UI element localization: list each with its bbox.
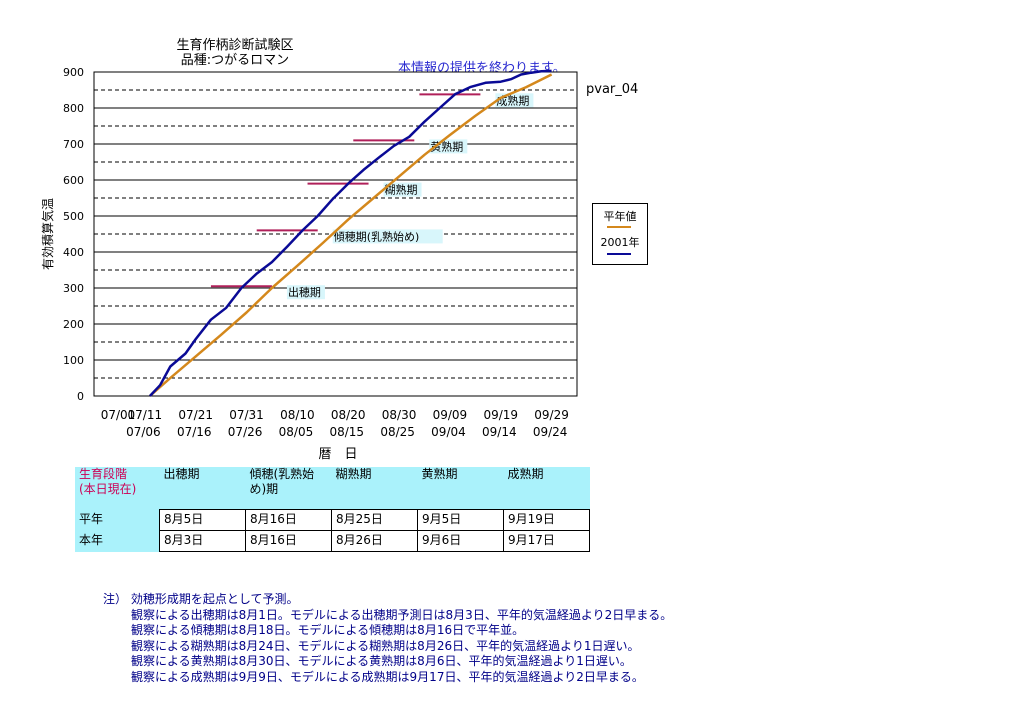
- x-tick-label: 07/21: [178, 408, 213, 422]
- note-line: 注） 効穂形成期を起点として予測。: [103, 592, 672, 608]
- corner-line2: (本日現在): [79, 482, 137, 496]
- header-ripening-onset: 傾穂(乳熟始め)期: [245, 467, 332, 510]
- chart: 生育作柄診断試験区 品種:つがるロマン 本情報の提供を終わります。 pvar_0…: [40, 37, 638, 462]
- header-heading: 出穂期: [159, 467, 246, 510]
- table-cell: 9月19日: [503, 509, 590, 531]
- note-line-2: 観察による出穂期は8月1日。モデルによる出穂期予測日は8月3日、平年的気温経過よ…: [131, 607, 673, 622]
- header-maturity: 成熟期: [503, 467, 590, 510]
- note-head: 注）: [103, 592, 128, 606]
- stage-table: 生育段階 (本日現在) 出穂期 傾穂(乳熟始め)期 糊熟期 黄熟期 成熟期 平年…: [75, 467, 590, 552]
- stage-marker-label: 成熟期: [496, 93, 529, 107]
- row-label-current: 本年: [75, 530, 160, 552]
- y-tick-label: 700: [63, 138, 84, 151]
- stage-table-corner: 生育段階 (本日現在): [75, 467, 160, 510]
- y-tick-label: 400: [63, 246, 84, 259]
- row-label-normal: 平年: [75, 509, 160, 531]
- x-tick-label: 08/05: [279, 425, 314, 439]
- y-tick-label: 500: [63, 210, 84, 223]
- note-line-5: 観察による黄熟期は8月30日、モデルによる黄熟期は8月6日、平年的気温経過より1…: [131, 654, 632, 668]
- table-cell: 9月17日: [503, 530, 590, 552]
- header-yellow-ripe: 黄熟期: [417, 467, 504, 510]
- series-line-2001: [148, 69, 552, 397]
- stage-marker-label: 傾穂期(乳熟始め): [334, 229, 420, 243]
- table-cell: 8月16日: [245, 509, 332, 531]
- y-tick-label: 800: [63, 102, 84, 115]
- table-cell: 8月3日: [159, 530, 246, 552]
- x-tick-label: 09/09: [433, 408, 468, 422]
- y-tick-label: 900: [63, 66, 84, 79]
- stage-marker-label: 出穂期: [288, 285, 321, 299]
- x-tick-label: 08/30: [382, 408, 417, 422]
- series: [148, 69, 553, 397]
- x-tick-label: 09/04: [431, 425, 466, 439]
- x-tick-label: 09/29: [534, 408, 569, 422]
- legend-swatch-normal: [607, 226, 631, 228]
- notes: 注） 効穂形成期を起点として予測。 観察による出穂期は8月1日。モデルによる出穂…: [103, 592, 672, 685]
- note-line-1: 効穂形成期を起点として予測。: [130, 592, 299, 606]
- x-axis-label: 暦 日: [318, 447, 357, 462]
- x-tick-label: 07/31: [229, 408, 264, 422]
- x-tick-label: 08/10: [280, 408, 315, 422]
- x-tick-label: 07/16: [177, 425, 212, 439]
- header-dough: 糊熟期: [331, 467, 418, 510]
- table-cell: 9月6日: [417, 530, 504, 552]
- chart-title-line1: 生育作柄診断試験区: [176, 37, 293, 53]
- series-line-normal: [149, 73, 553, 397]
- stage-marker-label-bg: [286, 285, 325, 300]
- note-line-3: 観察による傾穂期は8月18日。モデルによる傾穂期は8月16日で平年並。: [131, 623, 525, 637]
- legend-swatch-current: [607, 253, 631, 255]
- legend-label-normal: 平年値: [603, 210, 637, 223]
- x-tick-label: 07/11: [128, 408, 163, 422]
- y-tick-label: 300: [63, 282, 84, 295]
- stage-marker-label-bg: [383, 182, 422, 197]
- stage-marker-label: 糊熟期: [385, 183, 418, 197]
- corner-line1: 生育段階: [79, 467, 128, 481]
- stage-marker-label-bg: [332, 229, 443, 244]
- legend-label-current: 2001年: [600, 236, 640, 249]
- x-tick-label: 07/26: [228, 425, 263, 439]
- note-line-6: 観察による成熟期は9月9日、モデルによる成熟期は9月17日、平年的気温経過より2…: [131, 669, 644, 684]
- table-cell: 8月25日: [331, 509, 418, 531]
- table-cell: 9月5日: [417, 509, 504, 531]
- chart-title-line2: 品種:つがるロマン: [181, 52, 289, 68]
- x-tick-label: 09/14: [482, 425, 517, 439]
- y-tick-label: 0: [77, 390, 84, 403]
- legend: 平年値 2001年: [592, 203, 648, 265]
- y-tick-label: 200: [63, 318, 84, 331]
- x-tick-label: 07/01: [101, 408, 136, 422]
- table-cell: 8月26日: [331, 530, 418, 552]
- x-tick-label: 08/20: [331, 408, 366, 422]
- table-cell: 8月16日: [245, 530, 332, 552]
- note-line-4: 観察による糊熟期は8月24日、モデルによる糊熟期は8月26日、平年的気温経過より…: [131, 638, 640, 653]
- x-tick-label: 07/06: [126, 425, 161, 439]
- x-tick-label: 08/25: [380, 425, 415, 439]
- x-tick-label: 09/19: [483, 408, 518, 422]
- y-axis-label: 有効積算気温: [40, 198, 55, 270]
- x-tick-label: 09/24: [533, 425, 568, 439]
- table-cell: 8月5日: [159, 509, 246, 531]
- reference-label: pvar_04: [586, 82, 638, 97]
- y-tick-label: 100: [63, 354, 84, 367]
- x-tick-label: 08/15: [329, 425, 364, 439]
- y-tick-label: 600: [63, 174, 84, 187]
